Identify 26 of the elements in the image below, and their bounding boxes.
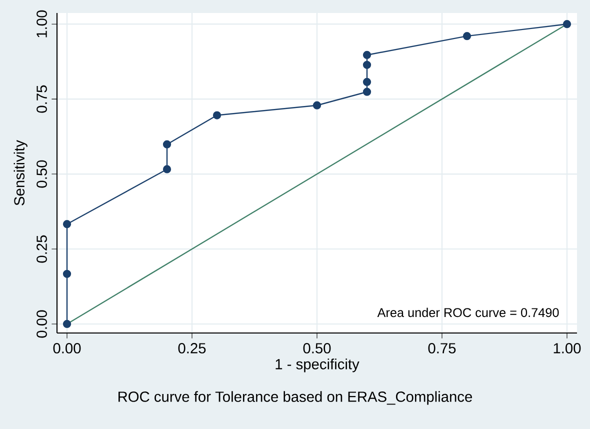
point	[562, 20, 572, 28]
point	[62, 320, 72, 328]
point	[312, 101, 322, 110]
point	[212, 111, 222, 120]
x-tick-label: 0.75	[428, 343, 456, 354]
point	[462, 32, 472, 40]
y-tick-label: 0.50	[36, 160, 47, 188]
x-tick-label: 1.00	[554, 343, 581, 354]
y-axis-title: Sensitivity	[14, 140, 28, 206]
x-tick-label: 0.25	[178, 343, 206, 354]
x-tick-label: 0.50	[303, 343, 331, 354]
y-tick-label: 1.00	[36, 10, 47, 38]
point	[362, 60, 372, 69]
x-axis-title: 1 - specificity	[276, 358, 360, 372]
x-tick-label: 0.00	[53, 343, 81, 354]
point	[162, 140, 172, 148]
text: ROC curve for Tolerance based on ERAS_Compliance	[118, 391, 472, 405]
annotation: Area under ROC curve = 0.7490	[377, 308, 559, 318]
y-tick-label: 0.25	[36, 235, 47, 263]
point	[62, 270, 72, 278]
point	[362, 50, 372, 60]
point	[362, 78, 372, 86]
point	[362, 88, 372, 96]
point	[162, 165, 172, 174]
y-tick-label: 0.75	[36, 85, 47, 113]
point	[62, 220, 72, 228]
